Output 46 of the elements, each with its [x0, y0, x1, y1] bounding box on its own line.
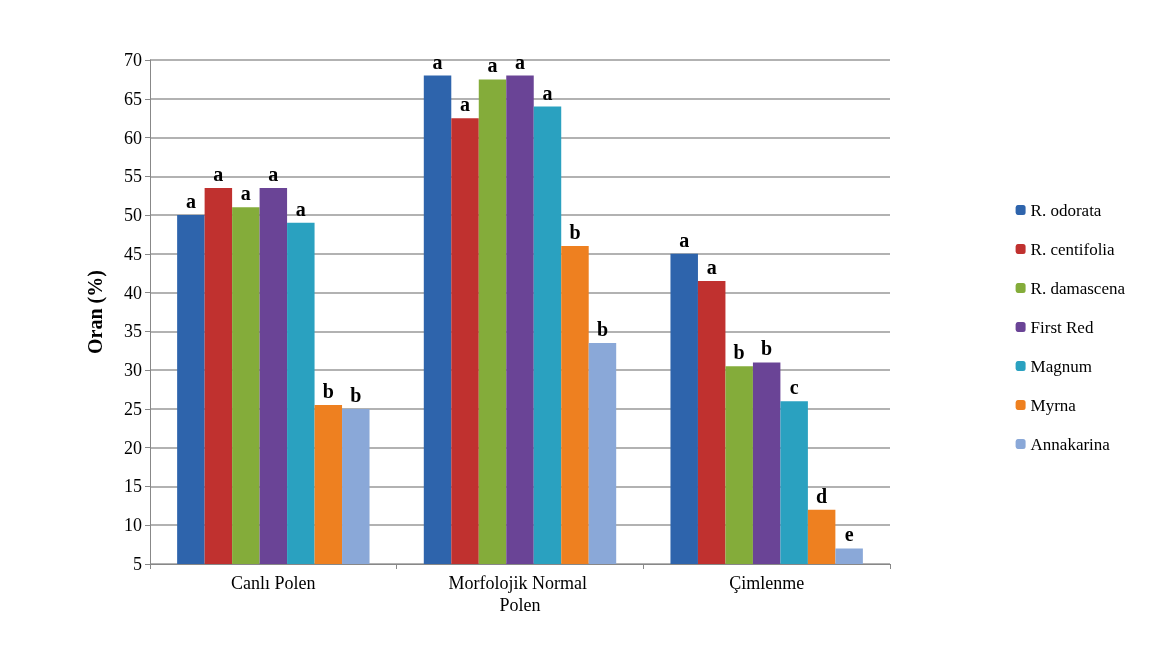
legend-label: Magnum: [1030, 356, 1092, 376]
data-label: b: [596, 318, 609, 341]
y-tick-label: 35: [124, 321, 142, 342]
y-tick-label: 55: [124, 166, 142, 187]
data-label: b: [761, 337, 773, 360]
legend-label: R. centifolia: [1030, 239, 1116, 259]
y-tick-label: 30: [124, 360, 142, 381]
legend-label: R. odorata: [1030, 200, 1102, 220]
y-tick-label: 50: [124, 205, 142, 226]
data-label: e: [844, 523, 854, 546]
legend-label: Annakarina: [1030, 434, 1111, 454]
y-tick-label: 5: [133, 554, 142, 574]
data-label: a: [460, 93, 471, 116]
y-tick-label: 10: [124, 515, 142, 536]
y-tick-label: 70: [124, 50, 142, 70]
data-label: b: [350, 383, 362, 406]
data-label: b: [733, 341, 745, 364]
data-label: a: [515, 50, 525, 73]
y-tick-label: 65: [124, 88, 142, 109]
x-tick-label: Morfolojik Normal Polen: [448, 573, 592, 615]
data-label: a: [706, 255, 717, 278]
data-label: a: [185, 190, 196, 213]
legend-label: Myrna: [1030, 395, 1077, 415]
data-label: d: [816, 484, 828, 507]
x-tick-label: Canlı Polen: [231, 573, 316, 593]
y-axis-title: Oran (%): [84, 270, 107, 354]
y-tick-label: 15: [124, 476, 142, 497]
data-label: a: [542, 81, 553, 104]
x-tick-label: Çimlenme: [729, 573, 805, 593]
data-label: a: [213, 162, 224, 185]
data-label: b: [322, 380, 334, 403]
data-label: a: [240, 182, 251, 205]
data-label: a: [487, 54, 498, 77]
legend-label: First Red: [1030, 317, 1094, 337]
y-tick-label: 25: [124, 398, 142, 419]
y-tick-label: 60: [124, 127, 142, 148]
data-label: b: [569, 221, 581, 244]
legend-label: R. damascena: [1030, 278, 1126, 298]
y-tick-label: 45: [124, 243, 142, 264]
data-label: a: [679, 228, 690, 251]
y-tick-label: 40: [124, 282, 142, 303]
data-label: a: [268, 162, 279, 185]
data-label: a: [432, 50, 443, 73]
y-tick-label: 20: [124, 437, 142, 458]
data-label: a: [295, 197, 306, 220]
data-label: c: [789, 376, 799, 399]
